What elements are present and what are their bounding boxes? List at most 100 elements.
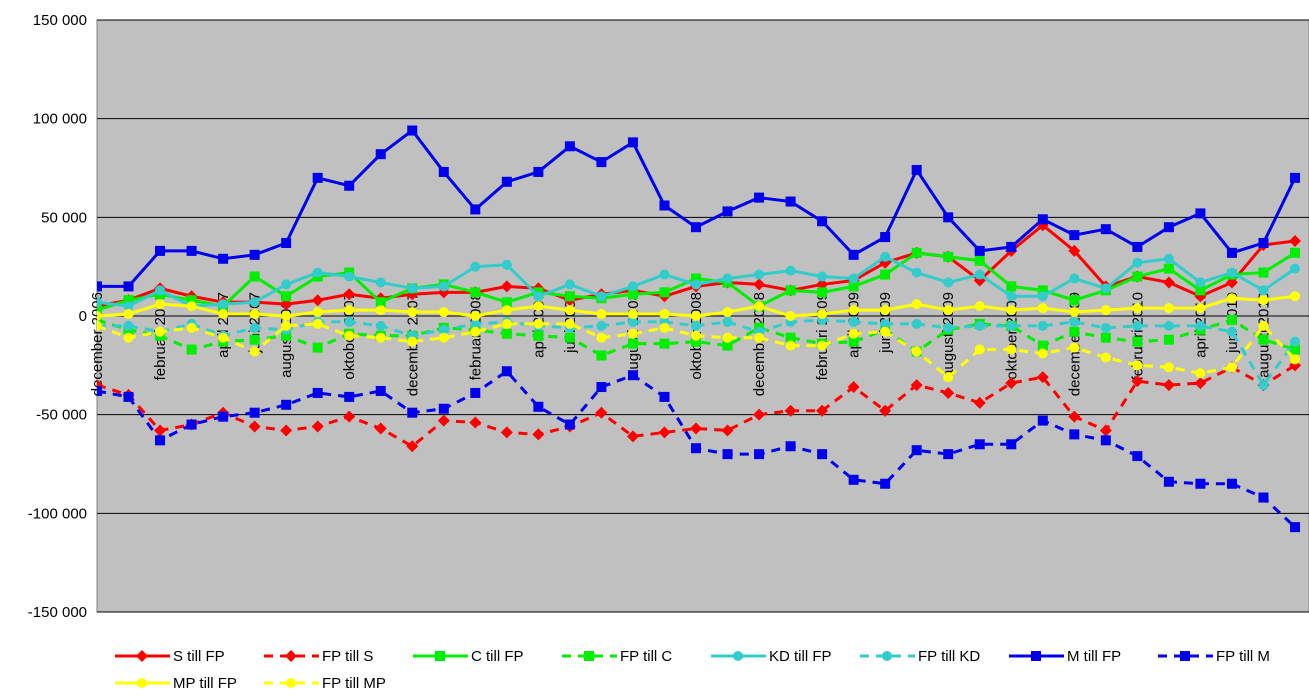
marker bbox=[438, 324, 449, 335]
marker bbox=[848, 474, 859, 485]
marker bbox=[848, 281, 859, 292]
legend-marker bbox=[1180, 651, 1190, 661]
marker bbox=[343, 288, 356, 301]
marker bbox=[722, 206, 733, 217]
marker bbox=[533, 401, 544, 412]
marker bbox=[532, 428, 545, 441]
marker bbox=[501, 318, 512, 329]
marker bbox=[186, 295, 197, 306]
marker bbox=[1226, 247, 1237, 258]
marker bbox=[784, 404, 797, 417]
marker bbox=[974, 255, 985, 266]
marker bbox=[691, 320, 701, 331]
marker bbox=[500, 280, 513, 293]
marker bbox=[123, 295, 134, 306]
marker bbox=[249, 309, 260, 320]
marker bbox=[1163, 222, 1174, 233]
marker bbox=[1036, 371, 1049, 384]
y-tick-label: -100 000 bbox=[28, 505, 87, 522]
marker bbox=[1226, 326, 1237, 337]
marker bbox=[753, 278, 766, 291]
marker bbox=[344, 180, 355, 191]
marker bbox=[1226, 314, 1237, 325]
marker bbox=[785, 340, 796, 351]
marker bbox=[754, 269, 765, 280]
marker bbox=[564, 291, 575, 302]
marker bbox=[1037, 303, 1048, 314]
marker bbox=[1132, 257, 1143, 268]
legend-label: M till FP bbox=[1067, 648, 1121, 665]
marker bbox=[375, 305, 386, 316]
marker bbox=[974, 245, 985, 256]
marker bbox=[1132, 360, 1143, 371]
marker bbox=[691, 336, 701, 347]
marker bbox=[1162, 379, 1175, 392]
legend-marker bbox=[136, 650, 148, 662]
marker bbox=[627, 370, 638, 381]
marker bbox=[1100, 435, 1111, 446]
marker bbox=[1258, 267, 1269, 278]
marker bbox=[438, 307, 449, 318]
marker bbox=[249, 297, 260, 308]
marker bbox=[1195, 303, 1206, 314]
marker bbox=[218, 332, 229, 343]
marker bbox=[1069, 316, 1080, 327]
marker bbox=[1069, 307, 1080, 318]
marker bbox=[375, 385, 386, 396]
marker bbox=[659, 338, 670, 349]
marker bbox=[722, 340, 733, 351]
marker bbox=[596, 291, 607, 302]
marker bbox=[974, 269, 985, 280]
marker bbox=[785, 332, 796, 343]
marker bbox=[1290, 344, 1300, 355]
marker bbox=[691, 330, 701, 341]
marker bbox=[186, 419, 197, 430]
legend-label: FP till C bbox=[620, 648, 672, 665]
marker bbox=[1037, 415, 1048, 426]
marker bbox=[817, 449, 828, 460]
marker bbox=[753, 408, 766, 421]
marker bbox=[533, 318, 544, 329]
marker bbox=[1258, 295, 1269, 306]
marker bbox=[1226, 267, 1237, 278]
marker bbox=[344, 305, 355, 316]
marker bbox=[1258, 320, 1269, 331]
marker bbox=[123, 332, 134, 343]
marker bbox=[312, 267, 323, 278]
marker bbox=[911, 445, 922, 456]
marker bbox=[470, 318, 481, 329]
marker bbox=[691, 222, 701, 233]
marker bbox=[1132, 320, 1143, 331]
marker bbox=[155, 299, 166, 310]
marker bbox=[218, 309, 229, 320]
marker bbox=[1258, 380, 1269, 391]
marker bbox=[470, 204, 481, 215]
marker bbox=[375, 277, 386, 288]
marker bbox=[564, 332, 575, 343]
marker bbox=[817, 287, 828, 298]
marker bbox=[1132, 271, 1143, 282]
marker bbox=[943, 251, 954, 262]
marker bbox=[659, 322, 670, 333]
legend-label: KD till FP bbox=[769, 648, 832, 665]
marker bbox=[1068, 244, 1081, 257]
marker bbox=[1290, 336, 1300, 347]
marker bbox=[500, 426, 513, 439]
marker bbox=[595, 406, 608, 419]
marker bbox=[97, 297, 102, 308]
marker bbox=[1069, 326, 1080, 337]
marker bbox=[848, 336, 859, 347]
marker bbox=[1132, 451, 1143, 462]
marker bbox=[123, 391, 134, 402]
marker bbox=[1037, 320, 1048, 331]
marker bbox=[311, 294, 324, 307]
marker bbox=[722, 273, 733, 284]
marker bbox=[596, 157, 607, 168]
marker bbox=[974, 439, 985, 450]
marker bbox=[721, 424, 734, 437]
marker bbox=[1195, 368, 1206, 379]
marker bbox=[1163, 476, 1174, 487]
series-line bbox=[97, 364, 1296, 449]
marker bbox=[312, 318, 323, 329]
